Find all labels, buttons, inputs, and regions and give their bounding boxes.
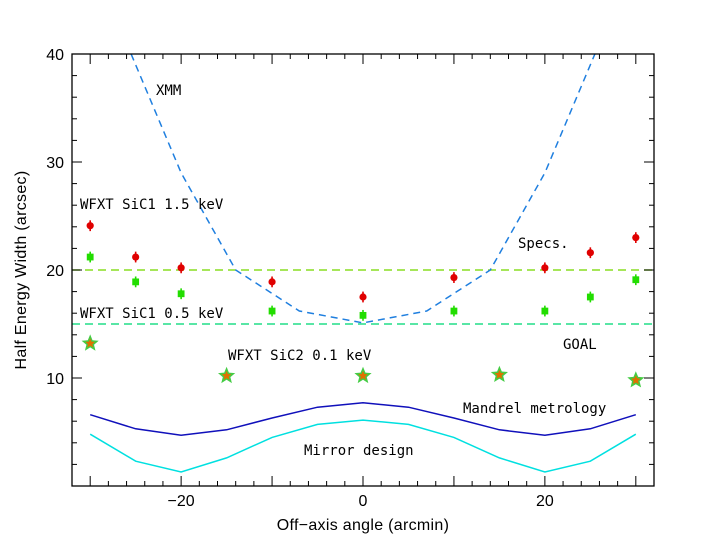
y-tick-label: 30	[46, 155, 64, 172]
annotation-specs: Specs.	[518, 236, 569, 252]
x-tick-label: −20	[168, 493, 195, 510]
point-wfxt-sic1-1-5-kev	[86, 222, 94, 230]
annotation-goal: GOAL	[563, 337, 597, 353]
y-axis-label: Half Energy Width (arcsec)	[13, 171, 30, 370]
annotations: XMM WFXT SiC1 1.5 keV WFXT SiC1 0.5 keV …	[80, 83, 606, 459]
annotation-xmm: XMM	[156, 83, 181, 99]
point-wfxt-sic1-0-5-kev	[132, 278, 140, 286]
point-wfxt-sic1-0-5-kev	[586, 293, 594, 301]
star-core-wfxt-sic2-0-1-kev	[221, 370, 232, 380]
point-wfxt-sic1-0-5-kev	[86, 253, 94, 261]
point-wfxt-sic1-1-5-kev	[632, 234, 640, 242]
point-wfxt-sic1-0-5-kev	[177, 290, 185, 298]
point-wfxt-sic1-0-5-kev	[541, 307, 549, 315]
axis-ticks: −20 0 20 10 20 30 40	[46, 47, 655, 510]
annotation-mirror: Mirror design	[304, 443, 414, 459]
reference-lines	[72, 269, 654, 325]
y-tick-label: 20	[46, 263, 64, 280]
star-core-wfxt-sic2-0-1-kev	[358, 370, 368, 380]
annotation-sic1-0-5kev: WFXT SiC1 0.5 keV	[80, 306, 224, 322]
point-wfxt-sic1-1-5-kev	[586, 249, 594, 257]
star-core-wfxt-sic2-0-1-kev	[85, 338, 95, 348]
y-tick-label: 10	[46, 371, 64, 388]
star-core-wfxt-sic2-0-1-kev	[494, 369, 505, 379]
point-wfxt-sic1-0-5-kev	[359, 311, 367, 319]
star-core-wfxt-sic2-0-1-kev	[631, 375, 641, 385]
series-line-xmm	[130, 54, 596, 324]
point-wfxt-sic1-1-5-kev	[450, 273, 458, 282]
annotation-sic2-0-1kev: WFXT SiC2 0.1 keV	[228, 348, 372, 364]
point-wfxt-sic1-1-5-kev	[268, 278, 276, 286]
annotation-mandrel: Mandrel metrology	[463, 401, 606, 417]
point-wfxt-sic1-0-5-kev	[450, 307, 458, 315]
annotation-sic1-1-5kev: WFXT SiC1 1.5 keV	[80, 197, 224, 213]
curves	[89, 54, 637, 473]
point-wfxt-sic1-1-5-kev	[541, 264, 549, 272]
data-points	[81, 220, 645, 388]
x-axis-label: Off−axis angle (arcmin)	[277, 517, 449, 534]
x-tick-label: 0	[359, 493, 368, 510]
x-tick-label: 20	[536, 493, 554, 510]
series-line-mandrel-metrology	[89, 402, 637, 436]
series-line-mirror-design	[89, 419, 637, 473]
point-wfxt-sic1-1-5-kev	[177, 264, 185, 272]
point-wfxt-sic1-0-5-kev	[632, 276, 640, 284]
y-tick-label: 40	[46, 47, 64, 64]
point-wfxt-sic1-1-5-kev	[359, 293, 367, 301]
point-wfxt-sic1-1-5-kev	[132, 253, 140, 261]
point-wfxt-sic1-0-5-kev	[268, 307, 276, 315]
